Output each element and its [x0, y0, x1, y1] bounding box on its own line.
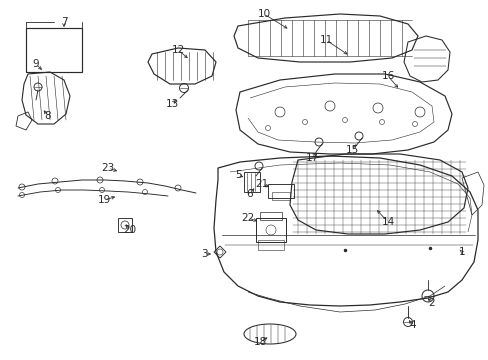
Text: 6: 6	[246, 189, 253, 199]
Text: 2: 2	[428, 298, 434, 308]
Bar	[260, 212, 282, 220]
Text: 10: 10	[257, 9, 270, 19]
Text: 1: 1	[458, 247, 465, 257]
Text: 22: 22	[241, 213, 254, 223]
Text: 23: 23	[101, 163, 114, 173]
Bar	[256, 218, 285, 242]
Text: 5: 5	[234, 170, 241, 180]
Text: 12: 12	[171, 45, 184, 55]
Bar	[26, 28, 82, 72]
Bar	[244, 172, 260, 192]
Bar	[271, 192, 289, 200]
Text: 4: 4	[409, 320, 415, 330]
Text: 18: 18	[253, 337, 266, 347]
Text: 20: 20	[123, 225, 136, 235]
Text: 14: 14	[381, 217, 394, 227]
Text: 9: 9	[33, 59, 39, 69]
Text: 16: 16	[381, 71, 394, 81]
Text: 7: 7	[61, 17, 67, 27]
Text: 3: 3	[200, 249, 207, 259]
Bar	[118, 218, 132, 232]
Text: 21: 21	[255, 179, 268, 189]
Text: 19: 19	[97, 195, 110, 205]
Text: 17: 17	[305, 153, 318, 163]
Text: 15: 15	[345, 145, 358, 155]
Text: 11: 11	[319, 35, 332, 45]
Bar	[267, 184, 293, 198]
Bar	[258, 240, 284, 250]
Text: 13: 13	[165, 99, 178, 109]
Text: 8: 8	[44, 111, 51, 121]
